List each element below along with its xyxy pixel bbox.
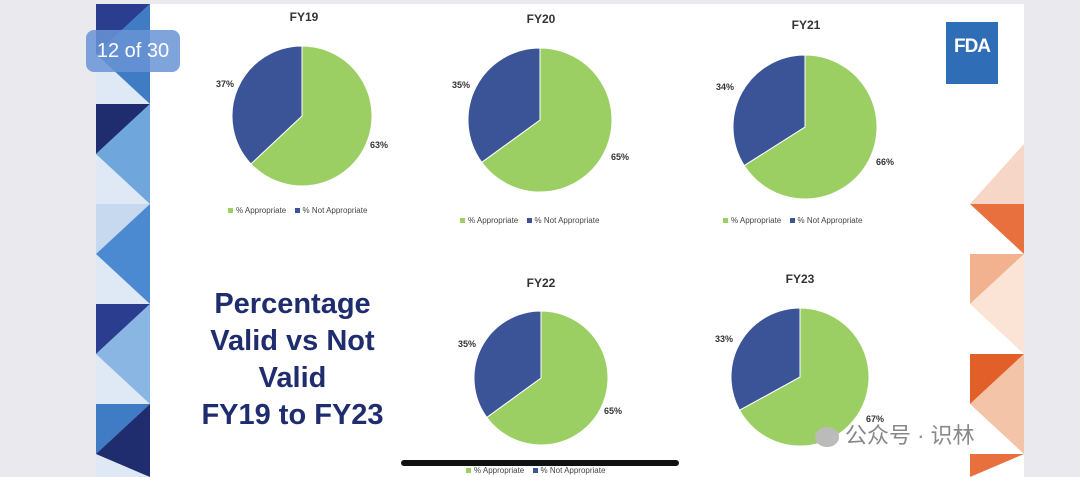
pie-slice-fy21-not-appropriate — [733, 55, 806, 167]
slice-label-fy20-not-appropriate: 35% — [452, 80, 471, 90]
slice-label-fy23-appropriate: 67% — [866, 414, 885, 424]
legend-swatch-appropriate — [228, 208, 233, 214]
pie-chart-fy22 — [474, 311, 608, 445]
legend-item-not-appropriate: % Not Appropriate — [797, 216, 863, 225]
slice-label-fy19-not-appropriate: 37% — [216, 79, 235, 89]
pie-slice-fy20-not-appropriate — [468, 48, 541, 164]
pie-slice-fy22-appropriate — [486, 311, 608, 445]
fda-logo: FDA — [946, 22, 998, 84]
page-counter[interactable]: 12 of 30 — [86, 30, 180, 72]
slide-title-line-2: Valid vs Not — [210, 325, 375, 357]
slice-label-fy22-not-appropriate: 35% — [458, 339, 477, 349]
legend-swatch-appropriate — [723, 218, 728, 224]
slice-label-fy23-not-appropriate: 33% — [715, 334, 734, 344]
pie-chart-fy19 — [232, 46, 372, 186]
slide-title-line-3: Valid — [258, 362, 327, 394]
watermark-text: 公众号 · 识林 — [845, 423, 975, 448]
legend-item-appropriate: % Appropriate — [468, 216, 519, 225]
pie-slice-fy23-appropriate — [738, 308, 869, 446]
watermark: 公众号 · 识林 — [815, 418, 975, 450]
fda-logo-text: FDA — [953, 36, 991, 57]
chart-title-fy20: FY20 — [526, 12, 556, 26]
pie-slice-fy21-appropriate — [743, 55, 877, 199]
legend-fy21: % Appropriate % Not Appropriate — [717, 216, 862, 225]
legend-swatch-not-appropriate — [789, 218, 795, 224]
legend-item-not-appropriate: % Not Appropriate — [540, 466, 606, 475]
legend-item-not-appropriate: % Not Appropriate — [302, 206, 368, 215]
pie-chart-fy20 — [468, 48, 612, 192]
legend-fy19: % Appropriate % Not Appropriate — [222, 206, 367, 215]
legend-swatch-not-appropriate — [532, 468, 538, 474]
pie-slice-fy22-not-appropriate — [474, 311, 542, 419]
pie-slice-fy20-appropriate — [481, 48, 612, 192]
legend-swatch-appropriate — [466, 468, 471, 474]
pie-slice-fy19-appropriate — [250, 46, 372, 186]
home-indicator-bar[interactable] — [401, 460, 679, 466]
legend-item-appropriate: % Appropriate — [731, 216, 782, 225]
slice-label-fy21-appropriate: 66% — [876, 157, 895, 167]
slice-label-fy19-appropriate: 63% — [370, 140, 389, 150]
legend-swatch-not-appropriate — [294, 208, 300, 214]
chart-title-fy22: FY22 — [526, 276, 556, 290]
slide-title: Percentage Valid vs Not Valid FY19 to FY… — [185, 286, 400, 434]
wechat-icon — [815, 427, 839, 448]
legend-fy20: % Appropriate % Not Appropriate — [454, 216, 599, 225]
legend-item-appropriate: % Appropriate — [474, 466, 525, 475]
slide-title-line-1: Percentage — [214, 288, 371, 320]
left-decorative-pattern — [96, 4, 150, 477]
pie-slice-fy23-not-appropriate — [731, 308, 801, 411]
legend-fy22: % Appropriate % Not Appropriate — [460, 466, 605, 475]
legend-swatch-not-appropriate — [526, 218, 532, 224]
slide-title-line-4: FY19 to FY23 — [201, 399, 384, 431]
legend-item-appropriate: % Appropriate — [236, 206, 287, 215]
slice-label-fy20-appropriate: 65% — [611, 152, 630, 162]
chart-title-fy21: FY21 — [791, 18, 821, 32]
pie-slice-fy19-not-appropriate — [232, 46, 303, 165]
pie-chart-fy21 — [733, 55, 877, 199]
legend-item-not-appropriate: % Not Appropriate — [534, 216, 600, 225]
pie-chart-fy23 — [731, 308, 869, 446]
legend-swatch-appropriate — [460, 218, 465, 224]
chart-title-fy23: FY23 — [785, 272, 815, 286]
slice-label-fy21-not-appropriate: 34% — [716, 82, 735, 92]
slice-label-fy22-appropriate: 65% — [604, 406, 623, 416]
chart-title-fy19: FY19 — [289, 10, 319, 24]
